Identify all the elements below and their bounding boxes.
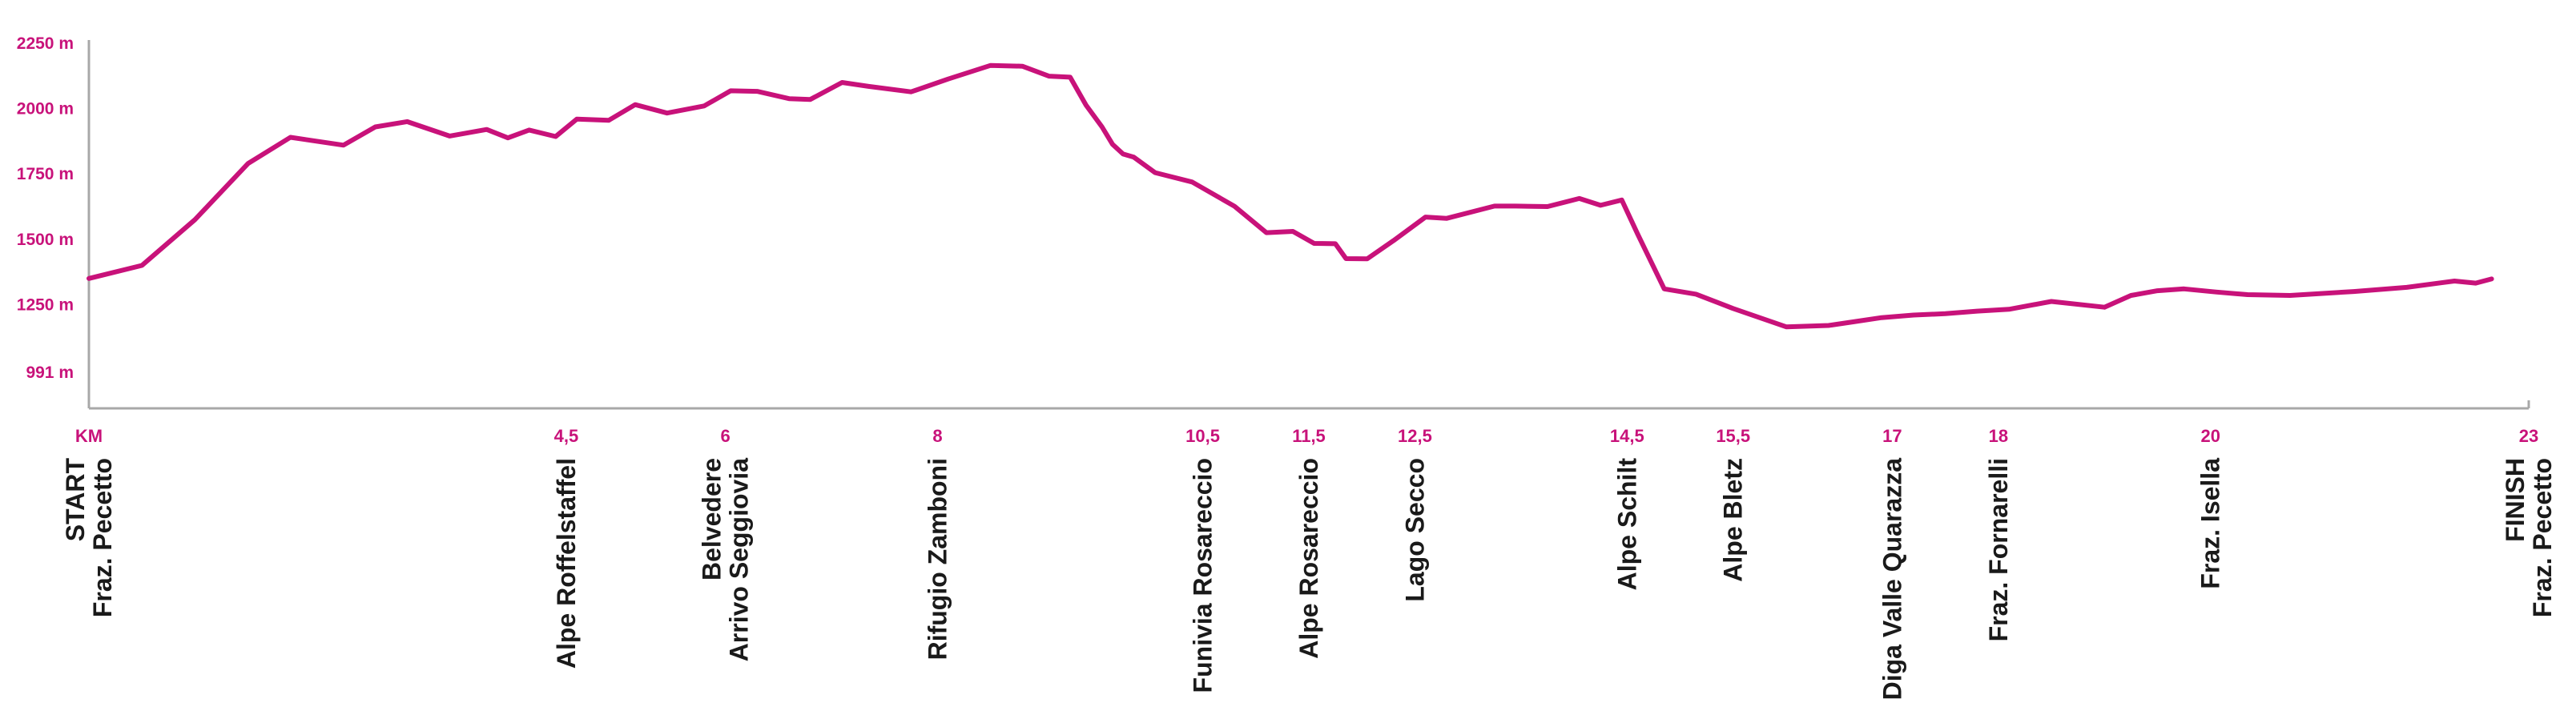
- waypoint: Alpe Bletz: [1719, 458, 1748, 582]
- waypoint-label: Arrivo Seggiovia: [725, 458, 754, 662]
- y-tick-label: 1250 m: [17, 295, 74, 314]
- x-tick-label: 15,5: [1716, 426, 1750, 446]
- waypoint: Fraz. Isella: [2196, 458, 2225, 589]
- x-tick-label: 4,5: [554, 426, 579, 446]
- x-tick-label: 20: [2200, 426, 2220, 446]
- waypoint-label: Diga Valle Quarazza: [1878, 458, 1906, 701]
- x-tick-label: 23: [2519, 426, 2538, 446]
- y-tick-label: 2000 m: [17, 100, 74, 118]
- y-tick-label: 991 m: [26, 364, 74, 382]
- x-tick-label: 11,5: [1292, 426, 1326, 446]
- waypoint-label: Fraz. Fornarelli: [1984, 458, 2013, 641]
- y-axis: 991 m 1250 m 1500 m 1750 m 2000 m 2250 m: [17, 34, 91, 408]
- waypoint-label: Rifugio Zamboni: [924, 458, 952, 660]
- waypoint-label: Belvedere: [698, 458, 727, 580]
- waypoint-label: Alpe Roffelstaffel: [552, 458, 581, 669]
- x-tick-label: 17: [1882, 426, 1902, 446]
- waypoint-label: Alpe Schilt: [1612, 458, 1641, 591]
- y-tick-label: 1500 m: [17, 231, 74, 249]
- waypoint: Lago Secco: [1400, 458, 1429, 602]
- y-tick-label: 1750 m: [17, 165, 74, 183]
- y-tick-label: 2250 m: [17, 34, 74, 53]
- x-tick-label: KM: [75, 426, 103, 446]
- x-tick-label: 10,5: [1185, 426, 1220, 446]
- waypoint: Fraz. Fornarelli: [1984, 458, 2013, 641]
- waypoint-label: START: [61, 458, 90, 542]
- x-axis: [89, 400, 2530, 410]
- waypoint: Alpe Roffelstaffel: [552, 458, 581, 669]
- waypoint: Alpe Schilt: [1612, 458, 1641, 591]
- elevation-series: [87, 62, 2494, 330]
- waypoint: Rifugio Zamboni: [924, 458, 952, 660]
- elevation-line: [87, 62, 2494, 330]
- x-tick-label: 12,5: [1398, 426, 1432, 446]
- waypoint: Alpe Rosareccio: [1294, 458, 1323, 659]
- x-tick-labels: KM 4,5 6 8 10,5 11,5 12,5 14,5 15,5 17 18 20 23: [75, 426, 2538, 446]
- waypoint-label: Funivia Rosareccio: [1189, 458, 1218, 693]
- waypoint-label: Alpe Bletz: [1719, 458, 1748, 582]
- x-tick-label: 14,5: [1610, 426, 1644, 446]
- x-tick-label: 6: [720, 426, 730, 446]
- waypoint-label: Fraz. Pecetto: [2528, 458, 2557, 617]
- waypoint-label: Lago Secco: [1400, 458, 1429, 602]
- waypoint: Funivia Rosareccio: [1189, 458, 1218, 693]
- waypoint-label: FINISH: [2501, 458, 2530, 542]
- waypoint-label: Fraz. Isella: [2196, 458, 2225, 589]
- waypoint-label: Fraz. Pecetto: [88, 458, 117, 617]
- waypoint-label: Alpe Rosareccio: [1294, 458, 1323, 659]
- waypoint: Diga Valle Quarazza: [1878, 458, 1906, 701]
- x-tick-label: 8: [932, 426, 942, 446]
- x-tick-label: 18: [1989, 426, 2008, 446]
